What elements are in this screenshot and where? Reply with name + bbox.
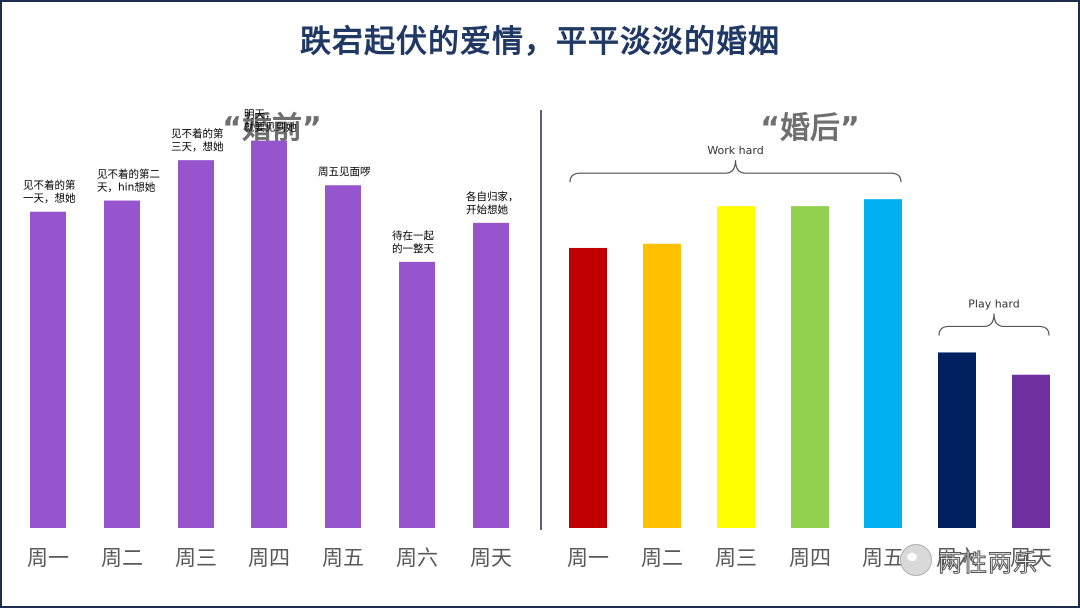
slide-title: 跌宕起伏的爱情，平平淡淡的婚姻 bbox=[300, 24, 780, 60]
watermark-text: 两性两乐 bbox=[938, 548, 1038, 577]
bar-after-7 bbox=[1012, 374, 1050, 528]
tick-label-before-3: 周三 bbox=[175, 546, 217, 570]
chart-after-title: “婚后” bbox=[760, 111, 859, 146]
tick-label-before-2: 周二 bbox=[101, 546, 143, 570]
chart-after: “婚后” 周一 周二 周三 周四 周五 周六 周天 Work hard Play hard bbox=[567, 111, 1052, 570]
bar-before-6 bbox=[399, 261, 435, 528]
bar-after-6 bbox=[938, 352, 976, 528]
brace-label-2: Play hard bbox=[968, 297, 1019, 310]
brace-2 bbox=[938, 313, 1050, 336]
tick-label-after-7: 周天 bbox=[1010, 546, 1052, 570]
bar-before-4 bbox=[251, 140, 287, 529]
tick-label-before-5: 周五 bbox=[322, 546, 364, 570]
tick-label-after-6: 周六 bbox=[936, 546, 978, 570]
bar-after-1 bbox=[569, 247, 607, 528]
chart-before-title: “婚前” bbox=[222, 111, 321, 146]
tick-label-after-1: 周一 bbox=[567, 546, 609, 570]
bar-after-5 bbox=[864, 199, 902, 528]
annotation-before-4: 明天，就要见到她 bbox=[244, 109, 297, 134]
bar-after-2 bbox=[643, 243, 681, 528]
brace-1 bbox=[569, 160, 902, 183]
bar-before-5 bbox=[325, 185, 361, 529]
tick-label-after-2: 周二 bbox=[641, 546, 683, 570]
bar-before-2 bbox=[104, 200, 140, 529]
tick-label-after-5: 周五 bbox=[862, 546, 904, 570]
annotation-before-1: 见不着的第一天，想她 bbox=[23, 179, 76, 205]
watermark: 两性两乐 bbox=[900, 540, 1070, 580]
annotation-before-6: 待在一起的一整天 bbox=[392, 229, 434, 255]
annotation-before-5: 周五见面啰 bbox=[318, 166, 371, 178]
bar-after-3 bbox=[717, 206, 755, 528]
annotation-before-2: 见不着的第二天，hin想她 bbox=[97, 168, 160, 194]
brace-label-1: Work hard bbox=[707, 144, 763, 157]
bar-after-4 bbox=[791, 206, 829, 528]
bar-before-7 bbox=[473, 222, 509, 529]
annotation-before-7: 各自归家，开始想她 bbox=[466, 190, 519, 216]
bar-before-1 bbox=[30, 211, 66, 529]
tick-label-after-4: 周四 bbox=[789, 546, 831, 570]
tick-label-before-6: 周六 bbox=[396, 546, 438, 570]
annotation-before-3: 见不着的第三天，想她 bbox=[171, 127, 224, 153]
tick-label-before-7: 周天 bbox=[470, 546, 512, 570]
tick-label-after-3: 周三 bbox=[715, 546, 757, 570]
wechat-icon bbox=[900, 544, 932, 576]
tick-label-before-1: 周一 bbox=[27, 546, 69, 570]
bar-before-3 bbox=[178, 160, 214, 528]
tick-label-before-4: 周四 bbox=[248, 546, 290, 570]
